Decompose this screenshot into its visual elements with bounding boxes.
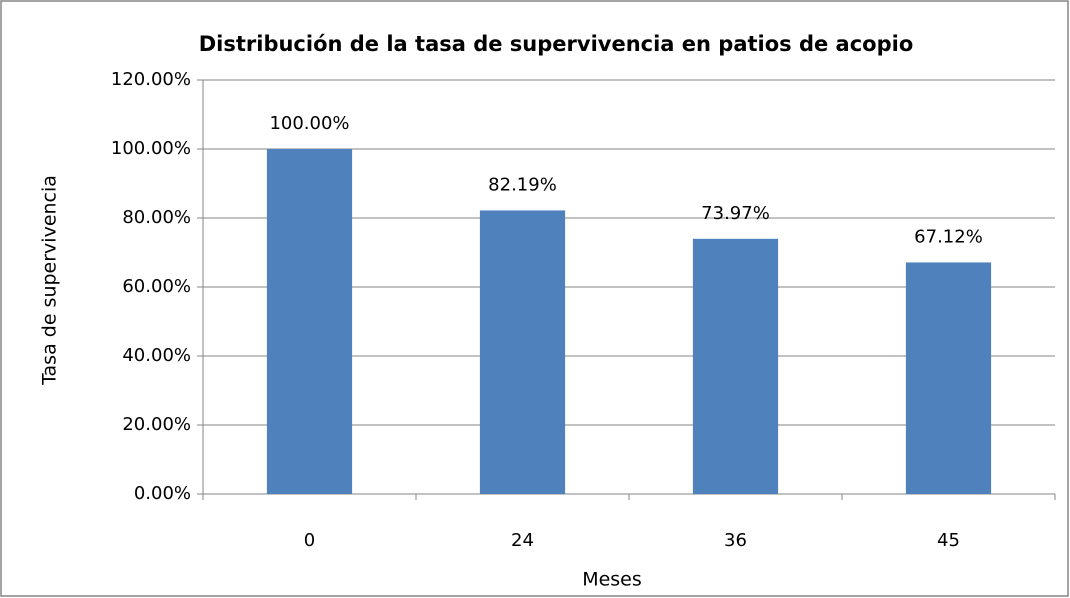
x-axis-title: Meses <box>582 569 642 591</box>
bar <box>479 210 566 494</box>
data-label: 67.12% <box>914 226 983 247</box>
y-axis-title: Tasa de supervivencia <box>39 175 61 386</box>
y-tick-label: 60.00% <box>122 276 191 297</box>
chart-title: Distribución de la tasa de supervivencia… <box>199 32 914 56</box>
x-tick-label: 24 <box>511 530 534 551</box>
data-label: 100.00% <box>269 113 349 134</box>
bar <box>905 262 992 494</box>
x-tick-label: 0 <box>304 530 315 551</box>
bar <box>266 149 353 494</box>
y-tick-label: 40.00% <box>122 345 191 366</box>
y-tick-label: 80.00% <box>122 207 191 228</box>
y-tick-label: 120.00% <box>111 69 191 90</box>
x-tick-label: 45 <box>937 530 960 551</box>
bar <box>692 238 779 494</box>
y-tick-label: 100.00% <box>111 138 191 159</box>
x-tick-label: 36 <box>724 530 747 551</box>
y-tick-label: 0.00% <box>134 483 191 504</box>
data-label: 82.19% <box>488 174 557 195</box>
y-tick-label: 20.00% <box>122 414 191 435</box>
data-label: 73.97% <box>701 203 770 224</box>
